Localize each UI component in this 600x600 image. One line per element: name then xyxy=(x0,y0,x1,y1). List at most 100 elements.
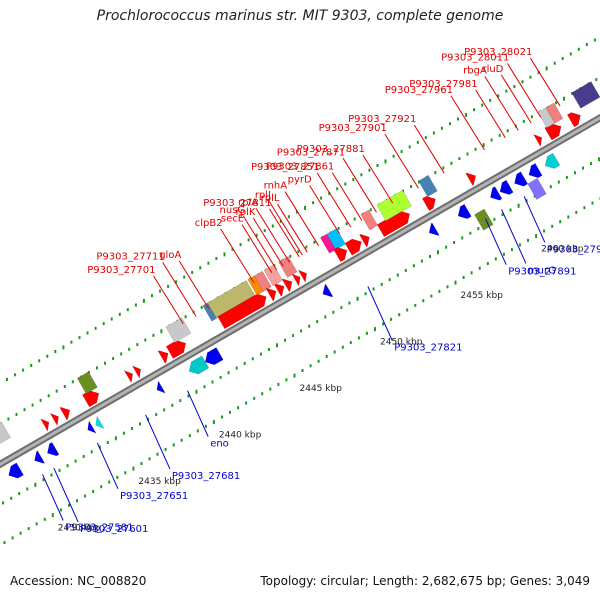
leader-line xyxy=(384,133,419,189)
tick-dot xyxy=(414,303,417,307)
gene-arrow-forward xyxy=(421,195,436,212)
feature-block xyxy=(418,175,438,197)
tick-dot xyxy=(102,322,105,326)
leader-lines-layer xyxy=(42,57,561,523)
tick-dot xyxy=(58,468,61,472)
gene-label-forward: nusG xyxy=(220,205,246,216)
tick-dot xyxy=(537,71,540,74)
gene-label-forward: P9303_27901 xyxy=(319,123,387,134)
tick-dot xyxy=(106,441,109,444)
gene-arrow-forward xyxy=(544,123,562,141)
feature-block xyxy=(527,177,547,200)
tick-dot xyxy=(284,338,286,342)
gene-labels-layer: P9303_27701P9303_27711gloAclpB2secEnusGr… xyxy=(65,47,600,535)
tick-dot xyxy=(567,215,570,219)
feature-block xyxy=(278,256,298,278)
gene-label-forward: P9303_28011 xyxy=(441,52,509,63)
tick-dot xyxy=(445,245,448,249)
gene-arrow-reverse xyxy=(95,415,105,429)
tick-dot xyxy=(108,480,111,484)
tick-dot xyxy=(62,345,65,350)
tick-dot xyxy=(184,315,187,319)
gene-arrow-reverse xyxy=(205,347,224,366)
leader-line xyxy=(362,154,394,204)
tick-dot xyxy=(195,389,198,394)
scale-label: 2435 kbp xyxy=(138,477,181,487)
scale-label: 2455 kbp xyxy=(461,291,504,301)
tick-dot xyxy=(583,206,586,210)
tick-dot xyxy=(164,448,167,451)
tick-dot xyxy=(382,322,385,326)
tick-dot xyxy=(59,508,62,512)
gene-arrow-reverse xyxy=(8,462,24,479)
tick-dot xyxy=(320,196,323,200)
tick-dot xyxy=(469,231,472,235)
tick-dot xyxy=(86,331,89,335)
feature-block xyxy=(571,81,600,109)
tick-dot xyxy=(300,329,303,333)
tick-dot xyxy=(332,310,335,314)
tick-dot xyxy=(374,327,376,332)
tick-dot xyxy=(239,243,242,247)
scale-label: 2450 kbp xyxy=(380,337,423,347)
tick-dot xyxy=(104,361,106,365)
tick-dot xyxy=(27,527,30,531)
tick-dot xyxy=(131,427,133,430)
leader-line xyxy=(162,262,197,317)
feature-block xyxy=(253,270,272,292)
feature-block xyxy=(360,209,379,231)
tick-dot xyxy=(561,57,564,61)
leader-line xyxy=(331,172,363,221)
tick-dot xyxy=(90,450,93,454)
leader-line xyxy=(96,442,119,490)
tick-dot xyxy=(432,131,435,135)
page-title: Prochlorococcus marinus str. MIT 9303, c… xyxy=(96,8,504,24)
tick-dot xyxy=(462,276,465,279)
tick-dot xyxy=(521,80,524,84)
tick-dot xyxy=(259,352,262,356)
gene-arrow-forward xyxy=(265,288,277,302)
tick-dot xyxy=(96,366,98,370)
tick-dot xyxy=(124,471,127,475)
tick-dot xyxy=(243,361,246,365)
tick-dot xyxy=(22,368,25,372)
gene-label-reverse: P9303_27681 xyxy=(172,471,240,482)
tick-dot xyxy=(122,431,125,435)
gene-arrow-forward xyxy=(333,247,348,263)
gene-label-forward: rluD xyxy=(482,64,503,75)
tick-dot xyxy=(255,233,258,237)
gene-arrow-reverse xyxy=(528,163,543,179)
tick-dot xyxy=(175,280,178,284)
tick-dot xyxy=(376,164,379,167)
leader-line xyxy=(484,76,519,131)
tick-dot xyxy=(301,369,304,372)
gene-label-reverse: P9303_27581 xyxy=(65,522,133,533)
tick-dot xyxy=(199,266,202,270)
tick-dot xyxy=(54,350,57,353)
tick-dot xyxy=(349,341,352,345)
tick-dot xyxy=(418,180,421,184)
tick-dot xyxy=(337,226,340,230)
tick-dot xyxy=(486,262,489,265)
tick-dot xyxy=(160,329,163,334)
gene-arrow-reverse xyxy=(87,420,97,434)
tick-dot xyxy=(317,359,320,363)
gene-arrow-reverse xyxy=(47,442,60,457)
tick-dot xyxy=(442,166,445,170)
tick-dot xyxy=(563,96,566,101)
tick-dot xyxy=(47,394,50,398)
tick-dot xyxy=(191,271,194,274)
gene-arrow-forward xyxy=(566,112,581,128)
scale-labels-layer: 2430 kbp 2435 kbp 2440 kbp 2445 kbp 2450 kbp… xyxy=(58,244,584,533)
gene-label-forward: P9303_27961 xyxy=(385,85,453,96)
tick-dot xyxy=(235,366,238,370)
tick-dot xyxy=(188,434,191,438)
tick-dot xyxy=(551,224,554,228)
tick-dot xyxy=(420,259,423,263)
tick-dot xyxy=(78,336,81,340)
tick-dot xyxy=(309,364,312,368)
gene-label-forward: P9303_27861 xyxy=(266,162,334,173)
tick-dot xyxy=(142,298,145,303)
tick-dot xyxy=(38,359,41,363)
tick-dot xyxy=(134,303,137,307)
